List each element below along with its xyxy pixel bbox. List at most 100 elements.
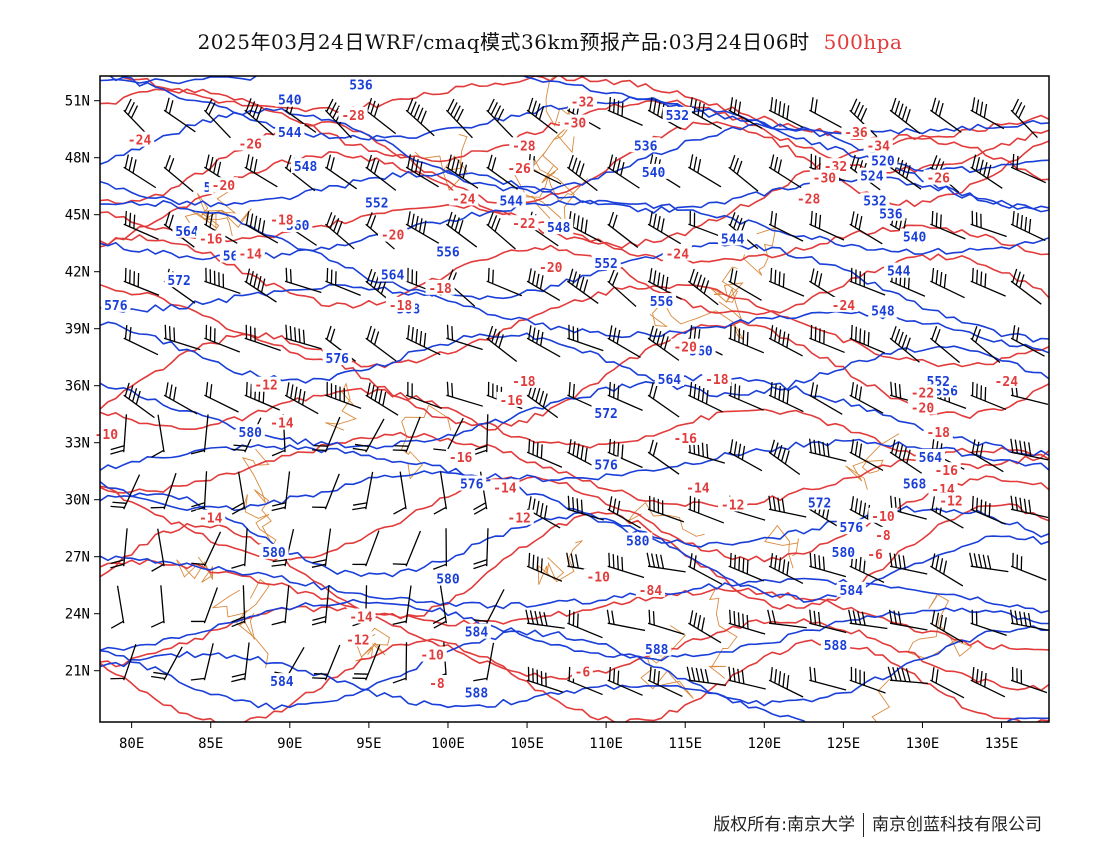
height-contour-label: 568 xyxy=(903,478,927,493)
temperature-contour-label-bg xyxy=(907,384,938,400)
height-contour-label-bg xyxy=(868,302,898,318)
wind-barb xyxy=(566,154,598,192)
wind-barb xyxy=(808,438,847,462)
temperature-contour-label: -20 xyxy=(673,341,697,356)
wind-barb xyxy=(688,382,723,413)
temperature-contour-label: -84 xyxy=(639,584,663,599)
lon-tick-label: 85E xyxy=(198,736,223,752)
lon-tick-label: 135E xyxy=(985,736,1019,752)
height-contour-label: 576 xyxy=(460,478,484,493)
height-contour-label: 556 xyxy=(436,246,460,261)
temperature-contour-label-bg xyxy=(385,296,416,312)
temperature-contour-label: -18 xyxy=(389,299,413,314)
temperature-contour-label: -32 xyxy=(571,96,594,111)
temperature-contour-label-bg xyxy=(793,190,824,206)
temperature-contour-label-bg xyxy=(828,296,858,312)
height-contour-label-bg xyxy=(718,230,748,246)
wind-barb xyxy=(392,416,421,453)
wind-barb xyxy=(486,212,516,250)
wind-barb xyxy=(433,417,464,453)
height-contour-label-bg xyxy=(915,448,945,464)
temperature-contour-label: -28 xyxy=(341,109,365,124)
temperature-contour-label-bg xyxy=(449,190,479,206)
wind-barb xyxy=(849,553,885,584)
lat-tick-label: 39N xyxy=(65,322,90,338)
temperature-contour-label: -24 xyxy=(452,193,476,208)
height-contour-label-bg xyxy=(457,475,487,491)
temperature-contour-label-bg xyxy=(536,258,566,274)
wind-barb xyxy=(486,98,514,139)
height-contour-label-bg xyxy=(433,243,463,259)
wind-barb xyxy=(432,585,448,629)
boundary-line xyxy=(325,382,357,431)
wind-barb xyxy=(970,210,1007,238)
wind-barb xyxy=(191,531,222,567)
height-contour-label: 540 xyxy=(903,231,927,246)
temperature-contour-label-bg xyxy=(509,215,539,231)
temperature-contour-label-bg xyxy=(426,675,448,690)
temperature-contour-label: -20 xyxy=(212,179,236,194)
temperature-contour-label-bg xyxy=(490,479,520,495)
wind-barb xyxy=(473,528,489,570)
temperature-contour-label: -26 xyxy=(239,137,263,152)
temperature-contour-label: -16 xyxy=(199,232,223,247)
height-contour-label: 576 xyxy=(104,299,128,314)
latitude-axis: 51N 48N 45N 42N 39N 36N 33N 30N 27N 24N 21N xyxy=(65,94,100,680)
height-contour-label: 580 xyxy=(436,573,460,588)
wind-barb xyxy=(151,528,165,572)
wind-barb xyxy=(526,438,563,468)
wind-barb xyxy=(151,646,183,681)
wind-barb xyxy=(445,98,473,139)
height-contour-label-bg xyxy=(662,106,692,122)
height-contour-label: 540 xyxy=(278,94,302,109)
temperature-contour-label-bg xyxy=(509,137,539,153)
wind-barb xyxy=(446,381,483,407)
temperature-contour-line xyxy=(120,76,1049,143)
wind-barb xyxy=(647,495,685,523)
temperature-contour-label-bg xyxy=(559,114,590,130)
copyright-owner: 版权所有:南京大学 xyxy=(713,815,855,835)
wind-barb xyxy=(445,211,478,248)
temperature-contour-label: -6 xyxy=(575,666,591,681)
wind-barb xyxy=(150,472,177,510)
wind-barb xyxy=(393,471,407,515)
boundary-line xyxy=(242,494,277,553)
height-contour-label: 580 xyxy=(239,426,263,441)
boundary-line xyxy=(241,448,272,542)
temperature-contour-label: -14 xyxy=(199,512,223,527)
wind-barb xyxy=(284,382,319,415)
height-contour-line xyxy=(100,598,1049,662)
height-contour-label-bg xyxy=(805,494,835,510)
wind-barb xyxy=(231,471,246,515)
wind-barb xyxy=(123,210,159,240)
wind-barb xyxy=(728,609,766,635)
height-contour-label: 520 xyxy=(871,155,895,170)
wind-barb xyxy=(567,495,604,521)
height-contour-label: 536 xyxy=(634,139,658,154)
height-contour-label-bg xyxy=(275,91,305,107)
wind-barb xyxy=(244,268,277,303)
wind-barb xyxy=(123,382,155,419)
wind-barb xyxy=(231,528,248,569)
temperature-contour-label-bg xyxy=(504,509,534,525)
wind-barb xyxy=(768,267,805,297)
temperature-contour-label: -20 xyxy=(911,402,935,417)
wind-barb xyxy=(809,609,847,634)
wind-barb xyxy=(647,439,680,475)
wind-barb xyxy=(244,98,274,136)
wind-barb xyxy=(311,528,332,568)
height-contour-label: 552 xyxy=(594,257,617,272)
temperature-contour-label-bg xyxy=(991,372,1021,388)
temperature-contour-label: -24 xyxy=(995,375,1019,390)
height-contour-label: 536 xyxy=(879,208,903,223)
wind-barb xyxy=(688,154,722,188)
temperature-contour-line xyxy=(100,234,1049,316)
wind-barb xyxy=(312,416,341,453)
wind-barb xyxy=(809,666,847,691)
height-contour-label-bg xyxy=(461,684,492,700)
wind-barb xyxy=(433,528,448,570)
lon-tick-label: 115E xyxy=(668,736,702,752)
temperature-contour-label-bg xyxy=(343,631,373,647)
temperature-contour-label-bg xyxy=(864,545,886,561)
wind-barb xyxy=(767,609,807,629)
